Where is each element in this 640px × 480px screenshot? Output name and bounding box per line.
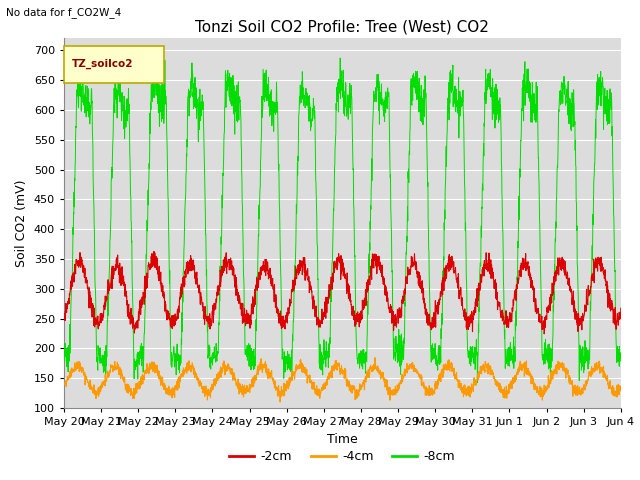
X-axis label: Time: Time xyxy=(327,432,358,445)
Title: Tonzi Soil CO2 Profile: Tree (West) CO2: Tonzi Soil CO2 Profile: Tree (West) CO2 xyxy=(195,20,490,35)
FancyBboxPatch shape xyxy=(64,46,164,83)
Text: TZ_soilco2: TZ_soilco2 xyxy=(72,59,134,70)
Legend: -2cm, -4cm, -8cm: -2cm, -4cm, -8cm xyxy=(225,445,460,468)
Text: No data for f_CO2W_4: No data for f_CO2W_4 xyxy=(6,7,122,18)
Y-axis label: Soil CO2 (mV): Soil CO2 (mV) xyxy=(15,180,28,267)
